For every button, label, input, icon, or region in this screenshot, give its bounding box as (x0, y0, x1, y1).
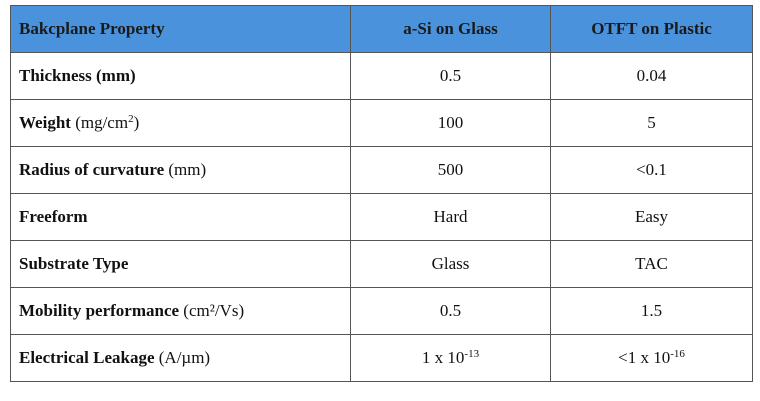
table-cell: 5 (550, 99, 753, 147)
row-label: Electrical Leakage (19, 348, 155, 367)
table-cell: <1 x 10-16 (550, 334, 753, 382)
row-label: Mobility performance (19, 301, 180, 320)
cell-text: (mm) (164, 160, 207, 179)
table-row: Thickness (mm) 0.5 0.04 (10, 52, 753, 100)
cell-text: 1.5 (640, 301, 663, 320)
cell-text: 100 (437, 113, 464, 132)
header-cell: Bakcplane Property (10, 5, 351, 53)
row-label: Substrate Type (19, 254, 129, 273)
table-cell: Thickness (mm) (10, 52, 351, 100)
table-cell: TAC (550, 240, 753, 288)
table-row: Freeform Hard Easy (10, 193, 753, 241)
table-cell: 1.5 (550, 287, 753, 335)
table-cell: 0.04 (550, 52, 753, 100)
table-cell: 100 (350, 99, 551, 147)
table-cell: Glass (350, 240, 551, 288)
cell-text: (A/µm) (154, 348, 211, 367)
cell-text: 0.5 (439, 66, 462, 85)
header-cell: OTFT on Plastic (550, 5, 753, 53)
header-row: Bakcplane Property a-Si on Glass OTFT on P… (10, 5, 753, 53)
superscript: 2 (128, 113, 134, 125)
cell-text: 500 (437, 160, 464, 179)
table-row: Weight (mg/cm2) 100 5 (10, 99, 753, 147)
table-cell: 0.5 (350, 287, 551, 335)
cell-text: (cm²/Vs) (179, 301, 245, 320)
table-cell: Radius of curvature (mm) (10, 146, 351, 194)
cell-text: Hard (433, 207, 468, 226)
table-cell: Electrical Leakage (A/µm) (10, 334, 351, 382)
table-cell: 0.5 (350, 52, 551, 100)
row-label: Radius of curvature (19, 160, 165, 179)
superscript: -16 (670, 348, 685, 360)
table-cell: Hard (350, 193, 551, 241)
header-cell: a-Si on Glass (350, 5, 551, 53)
cell-text: (mg/cm (70, 113, 129, 132)
table-cell: Mobility performance (cm²/Vs) (10, 287, 351, 335)
cell-text: 1 x 10 (421, 348, 465, 367)
comparison-table: Bakcplane Property a-Si on Glass OTFT on P… (10, 5, 753, 382)
table-cell: Weight (mg/cm2) (10, 99, 351, 147)
cell-text: TAC (635, 254, 668, 273)
table-cell: 1 x 10-13 (350, 334, 551, 382)
table-cell: Substrate Type (10, 240, 351, 288)
table-row: Radius of curvature (mm) 500 <0.1 (10, 146, 753, 194)
row-label: Weight (19, 113, 71, 132)
table-cell: 500 (350, 146, 551, 194)
cell-text: <1 x 10 (618, 348, 671, 367)
table-row: Electrical Leakage (A/µm) 1 x 10-13 <1 x 1… (10, 334, 753, 382)
cell-text: Glass (431, 254, 470, 273)
table-cell: Freeform (10, 193, 351, 241)
table-body: Thickness (mm) 0.5 0.04 Weight (mg/cm2) 100 5… (10, 52, 753, 382)
cell-text: 0.04 (636, 66, 667, 85)
superscript: -13 (464, 348, 480, 360)
cell-text: 0.5 (439, 301, 462, 320)
cell-text: Easy (634, 207, 669, 226)
cell-text: <0.1 (636, 160, 667, 179)
table-cell: Easy (550, 193, 753, 241)
table-row: Mobility performance (cm²/Vs) 0.5 1.5 (10, 287, 753, 335)
row-label: Freeform (19, 207, 88, 226)
table-row: Substrate Type Glass TAC (10, 240, 753, 288)
table-cell: <0.1 (550, 146, 753, 194)
row-label: Thickness (mm) (19, 66, 136, 85)
cell-text: ) (133, 113, 140, 132)
cell-text: 5 (647, 113, 656, 132)
